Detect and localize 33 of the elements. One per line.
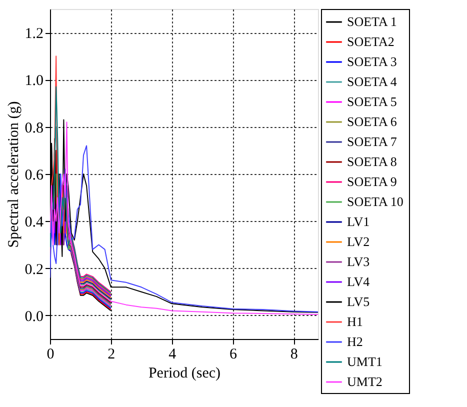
legend-label: SOETA 4 bbox=[347, 74, 398, 89]
y-tick-label: 1.2 bbox=[24, 26, 44, 42]
legend-label: SOETA 8 bbox=[347, 154, 397, 169]
legend-label: SOETA 10 bbox=[347, 194, 404, 209]
x-tick-label: 0 bbox=[46, 346, 54, 362]
y-tick-label: 0.2 bbox=[24, 262, 44, 278]
legend-label: UMT1 bbox=[347, 354, 382, 369]
legend-label: LV5 bbox=[347, 294, 370, 309]
legend-label: SOETA2 bbox=[347, 34, 394, 49]
y-tick-label: 1.0 bbox=[24, 73, 44, 90]
y-tick-label: 0.6 bbox=[24, 168, 44, 184]
x-tick-label: 8 bbox=[290, 346, 298, 362]
x-tick-label: 6 bbox=[229, 346, 238, 362]
legend-label: LV1 bbox=[347, 214, 370, 229]
legend-label: LV4 bbox=[347, 274, 370, 289]
legend-label: LV2 bbox=[347, 234, 370, 249]
legend-label: SOETA 7 bbox=[347, 134, 398, 149]
y-tick-label: 0.0 bbox=[24, 308, 44, 325]
legend-label: LV3 bbox=[347, 254, 370, 269]
x-tick-label: 4 bbox=[168, 346, 177, 362]
y-tick-label: 0.8 bbox=[24, 120, 44, 136]
legend-label: H1 bbox=[347, 314, 363, 329]
legend-label: SOETA 3 bbox=[347, 54, 397, 69]
legend-label: SOETA 9 bbox=[347, 174, 397, 189]
y-axis-title: Spectral acceleration (g) bbox=[6, 101, 22, 248]
legend-label: SOETA 5 bbox=[347, 94, 397, 109]
legend-label: UMT2 bbox=[347, 374, 382, 389]
legend-label: SOETA 1 bbox=[347, 14, 397, 29]
legend-label: SOETA 6 bbox=[347, 114, 398, 129]
x-tick-label: 2 bbox=[108, 346, 116, 362]
y-tick-label: 0.4 bbox=[24, 214, 44, 231]
x-axis-title: Period (sec) bbox=[148, 366, 221, 382]
legend-label: H2 bbox=[347, 334, 363, 349]
